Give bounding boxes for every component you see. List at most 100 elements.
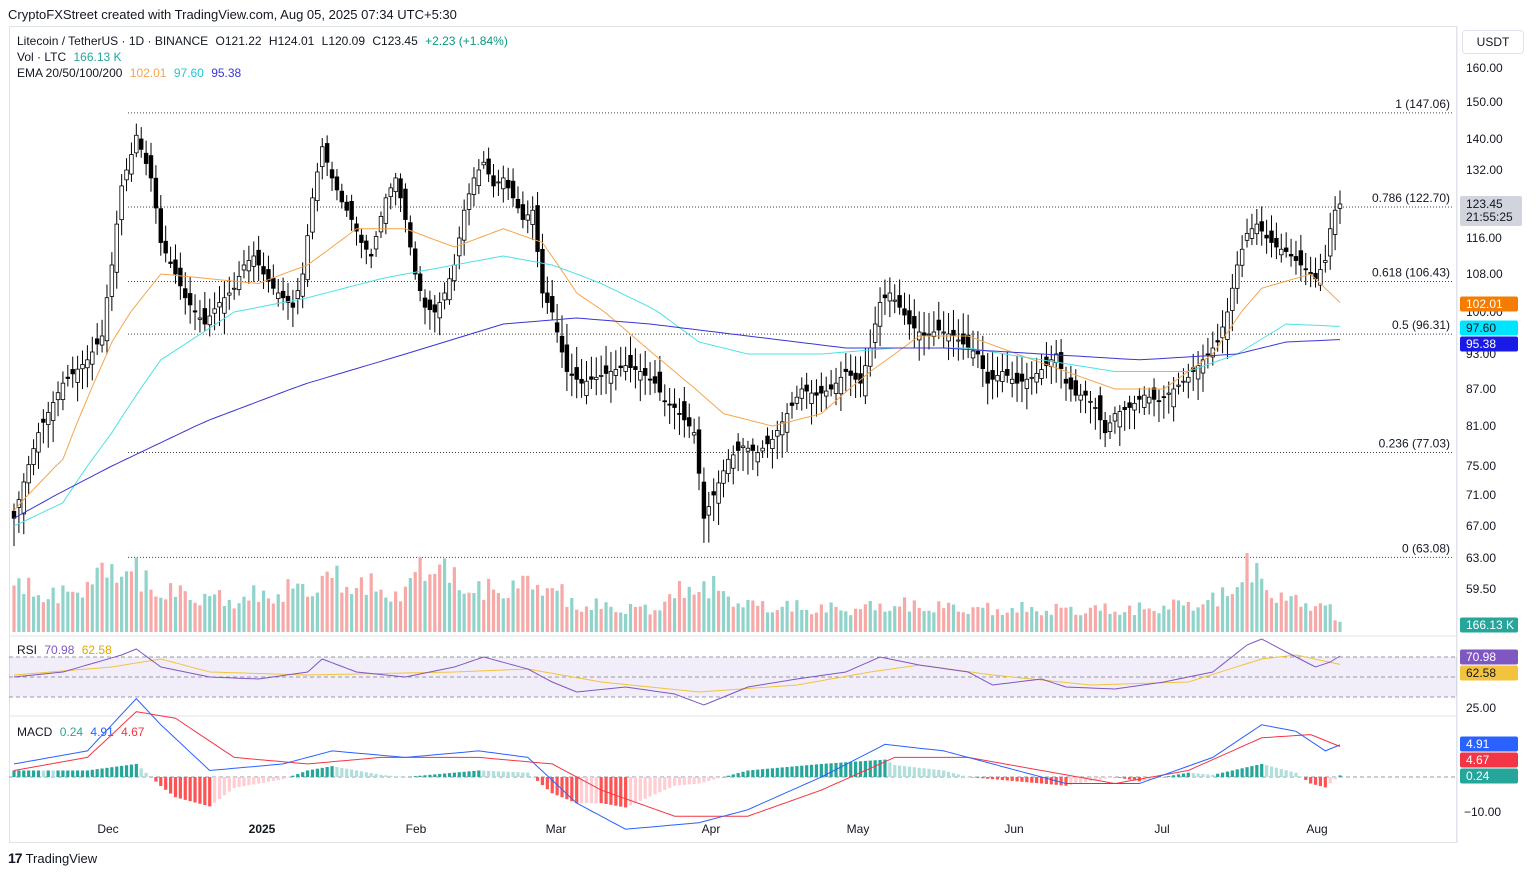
volume-bar	[1235, 587, 1239, 632]
macd-histogram-bar	[765, 768, 770, 777]
volume-bar	[159, 597, 163, 632]
volume-bar	[716, 590, 721, 632]
macd-histogram-bar	[389, 775, 393, 777]
macd-histogram-bar	[579, 777, 584, 804]
candle-body	[535, 205, 540, 252]
volume-bar	[71, 591, 75, 632]
candle-body	[163, 240, 168, 254]
candle-body	[393, 177, 398, 193]
volume-bar	[849, 615, 853, 632]
candle-body	[750, 444, 756, 451]
macd-histogram-bar	[56, 770, 60, 777]
candle-body	[432, 304, 437, 313]
macd-histogram-bar	[345, 768, 349, 777]
macd-histogram-bar	[1059, 777, 1063, 786]
macd-histogram-bar	[203, 777, 207, 806]
candle-body	[266, 269, 271, 282]
candle-body	[1000, 371, 1005, 382]
volume-bar	[100, 562, 104, 632]
macd-histogram-bar	[261, 777, 266, 783]
macd-histogram-bar	[374, 773, 378, 777]
macd-histogram-bar	[80, 770, 85, 777]
volume-bar	[242, 596, 246, 632]
candle-body	[280, 290, 286, 299]
currency-button[interactable]: USDT	[1462, 30, 1524, 54]
volume-bar	[986, 602, 990, 632]
volume-bar	[281, 601, 285, 632]
volume-bar	[780, 606, 784, 632]
candle-body	[1063, 378, 1069, 384]
volume-bar	[648, 614, 652, 632]
volume-bar	[1054, 603, 1058, 632]
candle-body	[70, 369, 75, 375]
candle-body	[559, 335, 565, 353]
candle-body	[1102, 420, 1108, 434]
macd-histogram-bar	[594, 777, 598, 804]
candle-body	[907, 310, 912, 325]
candle-body	[863, 365, 868, 397]
volume-bar	[888, 610, 892, 632]
candle-body	[276, 292, 281, 299]
volume-bar	[1005, 612, 1009, 632]
macd-histogram-bar	[707, 777, 711, 781]
macd-histogram-bar	[971, 777, 975, 778]
macd-histogram-bar	[609, 777, 613, 805]
volume-bar	[1030, 607, 1034, 632]
macd-histogram-bar	[780, 767, 784, 777]
volume-bar	[17, 578, 21, 632]
candle-body	[633, 366, 638, 370]
macd-histogram-bar	[1049, 777, 1053, 785]
macd-histogram-bar	[716, 777, 721, 779]
candle-body	[799, 388, 804, 399]
candle-body	[373, 236, 379, 250]
candle-body	[202, 308, 208, 325]
macd-histogram-bar	[633, 777, 638, 804]
volume-bar	[276, 594, 280, 632]
candle-body	[618, 365, 623, 369]
candle-body	[1244, 232, 1250, 241]
macd-histogram-bar	[457, 772, 461, 777]
candle-body	[1254, 223, 1260, 235]
macd-histogram-bar	[1250, 766, 1254, 777]
volume-bar	[95, 567, 99, 632]
volume-bar	[604, 602, 608, 632]
macd-histogram-bar	[310, 769, 315, 777]
candle-body	[183, 288, 188, 299]
macd-histogram-bar	[790, 766, 794, 777]
macd-histogram-bar	[1235, 769, 1239, 777]
candle-body	[584, 380, 589, 396]
volume-bar	[966, 614, 970, 632]
candle-body	[642, 368, 648, 376]
candle-body	[902, 308, 907, 316]
macd-histogram-bar	[516, 772, 520, 777]
candle-body	[300, 273, 305, 297]
candle-body	[143, 152, 149, 164]
candle-body	[178, 267, 183, 287]
macd-histogram-bar	[301, 772, 305, 777]
candle-body	[1303, 268, 1308, 271]
candle-body	[90, 351, 95, 365]
candle-body	[256, 249, 261, 266]
candle-body	[1318, 269, 1323, 286]
volume-bar	[1088, 607, 1093, 632]
volume-bar	[491, 589, 496, 632]
candle-body	[564, 344, 570, 372]
macd-histogram-bar	[266, 777, 271, 782]
volume-bar	[540, 595, 545, 632]
macd-histogram-bar	[384, 775, 388, 777]
macd-histogram-bar	[917, 767, 921, 777]
macd-histogram-bar	[976, 777, 980, 778]
volume-bar	[956, 611, 960, 632]
macd-histogram-bar	[188, 777, 192, 802]
macd-histogram-bar	[986, 777, 990, 779]
macd-histogram-bar	[403, 777, 408, 778]
volume-bar	[335, 565, 339, 632]
volume-bar	[41, 602, 45, 632]
candle-body	[931, 331, 937, 337]
candle-body	[1328, 228, 1333, 257]
candle-body	[413, 248, 418, 275]
volume-bar	[570, 597, 574, 632]
volume-bar	[819, 604, 823, 632]
macd-histogram-bar	[447, 773, 452, 777]
candle-body	[814, 392, 819, 396]
